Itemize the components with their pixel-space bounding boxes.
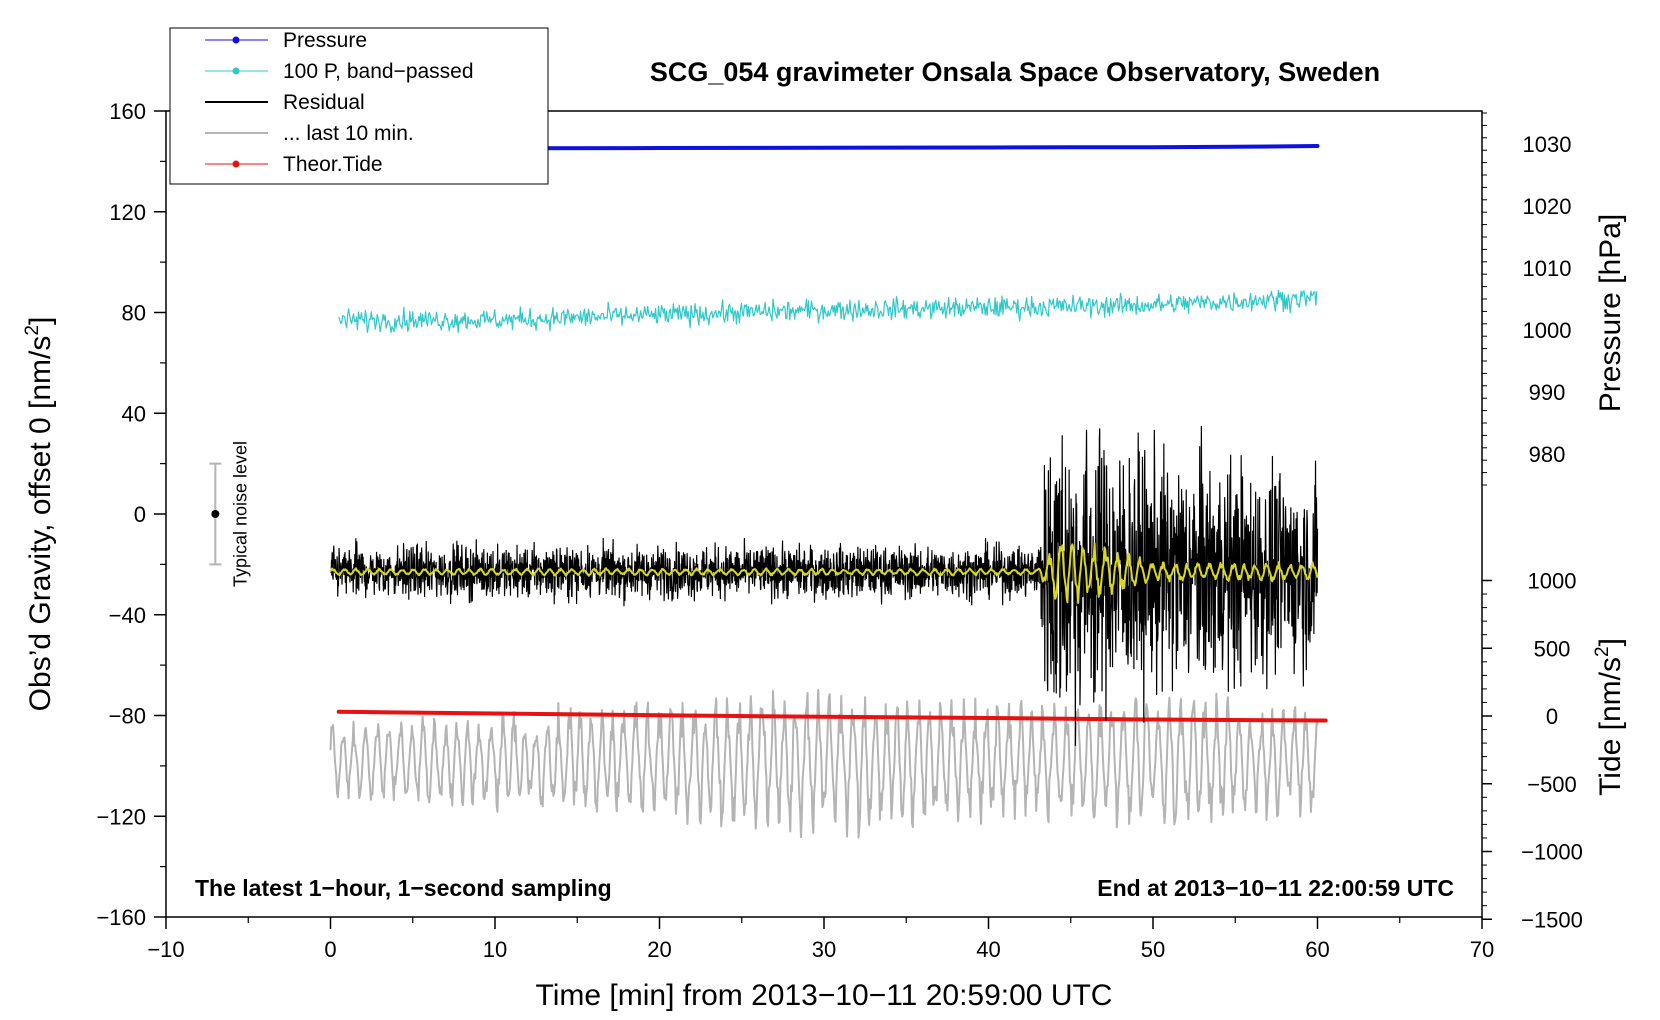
x-tick-label: 40 (976, 937, 1000, 962)
x-tick-label: −10 (147, 937, 184, 962)
sampling-note: The latest 1−hour, 1−second sampling (195, 875, 612, 901)
pressure-tick-label: 1030 (1523, 132, 1572, 157)
tide-tick-label: −1000 (1521, 840, 1583, 865)
tide-tick-label: −500 (1527, 772, 1577, 797)
tide-axis-title-main: Tide [nm/s (1594, 657, 1627, 796)
legend-swatch-marker (232, 36, 240, 44)
y-tick-label: −160 (96, 905, 146, 930)
pressure-tick-label: 990 (1529, 380, 1566, 405)
y-tick-label: 0 (134, 502, 146, 527)
y-axis-title: Obs’d Gravity, offset 0 [nm/s2] (22, 317, 57, 712)
noise-level-label: Typical noise level (230, 441, 250, 587)
tide-tick-label: 1000 (1528, 569, 1577, 594)
tide-tick-label: 0 (1546, 704, 1558, 729)
x-tick-label: 0 (324, 937, 336, 962)
noise-bar-group: Typical noise level (209, 441, 250, 587)
x-tick-label: 50 (1141, 937, 1165, 962)
y-tick-label: −120 (96, 804, 146, 829)
legend-label: ... last 10 min. (283, 122, 414, 145)
y-axis-pressure: 980 990 1000 1010 1020 1030 (1482, 112, 1572, 486)
legend-swatch-marker (232, 67, 240, 75)
y-axis-title-main: Obs’d Gravity, offset 0 [nm/s (24, 336, 57, 712)
x-tick-label: 70 (1470, 937, 1494, 962)
x-tick-label: 10 (483, 937, 507, 962)
x-tick-label: 30 (812, 937, 836, 962)
chart-title: SCG_054 gravimeter Onsala Space Observat… (650, 57, 1380, 87)
legend-swatch-marker (232, 160, 240, 168)
y-tick-label: 40 (122, 401, 146, 426)
y-tick-label: 120 (109, 200, 146, 225)
theoretical-tide-line (336, 709, 1328, 723)
legend-label: Pressure (283, 29, 367, 52)
residual-smoothed-line (329, 542, 1319, 604)
tide-axis-title: Tide [nm/s2] (1592, 638, 1627, 796)
y-axis-title-close: ] (24, 317, 57, 325)
y-tick-label: 80 (122, 301, 146, 326)
legend-label: 100 P, band−passed (283, 60, 474, 83)
legend: Pressure 100 P, band−passed Residual ... la… (169, 27, 549, 185)
noise-bar-center-dot (211, 510, 220, 518)
tide-tick-label: −1500 (1521, 907, 1583, 932)
legend-box (169, 27, 549, 185)
legend-label: Residual (283, 91, 365, 114)
series-layer (329, 144, 1328, 839)
pressure-tick-label: 1000 (1523, 318, 1572, 343)
tide-axis-title-close: ] (1594, 638, 1627, 646)
x-tick-label: 20 (647, 937, 671, 962)
tide-axis-title-superscript: 2 (1592, 646, 1613, 657)
x-axis-title: Time [min] from 2013−10−11 20:59:00 UTC (536, 979, 1113, 1012)
x-axis: −10 0 10 20 30 40 50 60 70 (147, 917, 1494, 962)
end-time-note: End at 2013−10−11 22:00:59 UTC (1097, 875, 1454, 901)
y-tick-label: 160 (109, 99, 146, 124)
y-axis-title-superscript: 2 (22, 325, 43, 336)
tide-tick-label: 500 (1534, 636, 1571, 661)
y-tick-label: −40 (109, 603, 146, 628)
pressure-line (336, 144, 1320, 151)
pressure-axis-title: Pressure [hPa] (1594, 214, 1627, 412)
last-10-min-line (329, 688, 1319, 839)
x-tick-label: 60 (1305, 937, 1329, 962)
pressure-tick-label: 980 (1529, 442, 1566, 467)
pressure-tick-label: 1020 (1523, 194, 1572, 219)
legend-label: Theor.Tide (283, 153, 383, 176)
y-axis-tide: −1500 −1000 −500 0 500 1000 (1482, 569, 1583, 932)
pressure-bandpassed-line (338, 289, 1318, 334)
residual-line (330, 425, 1319, 746)
y-tick-label: −80 (109, 704, 146, 729)
pressure-tick-label: 1010 (1523, 256, 1572, 281)
y-axis-gravity: −160 −120 −80 −40 0 40 80 120 160 (96, 99, 166, 930)
